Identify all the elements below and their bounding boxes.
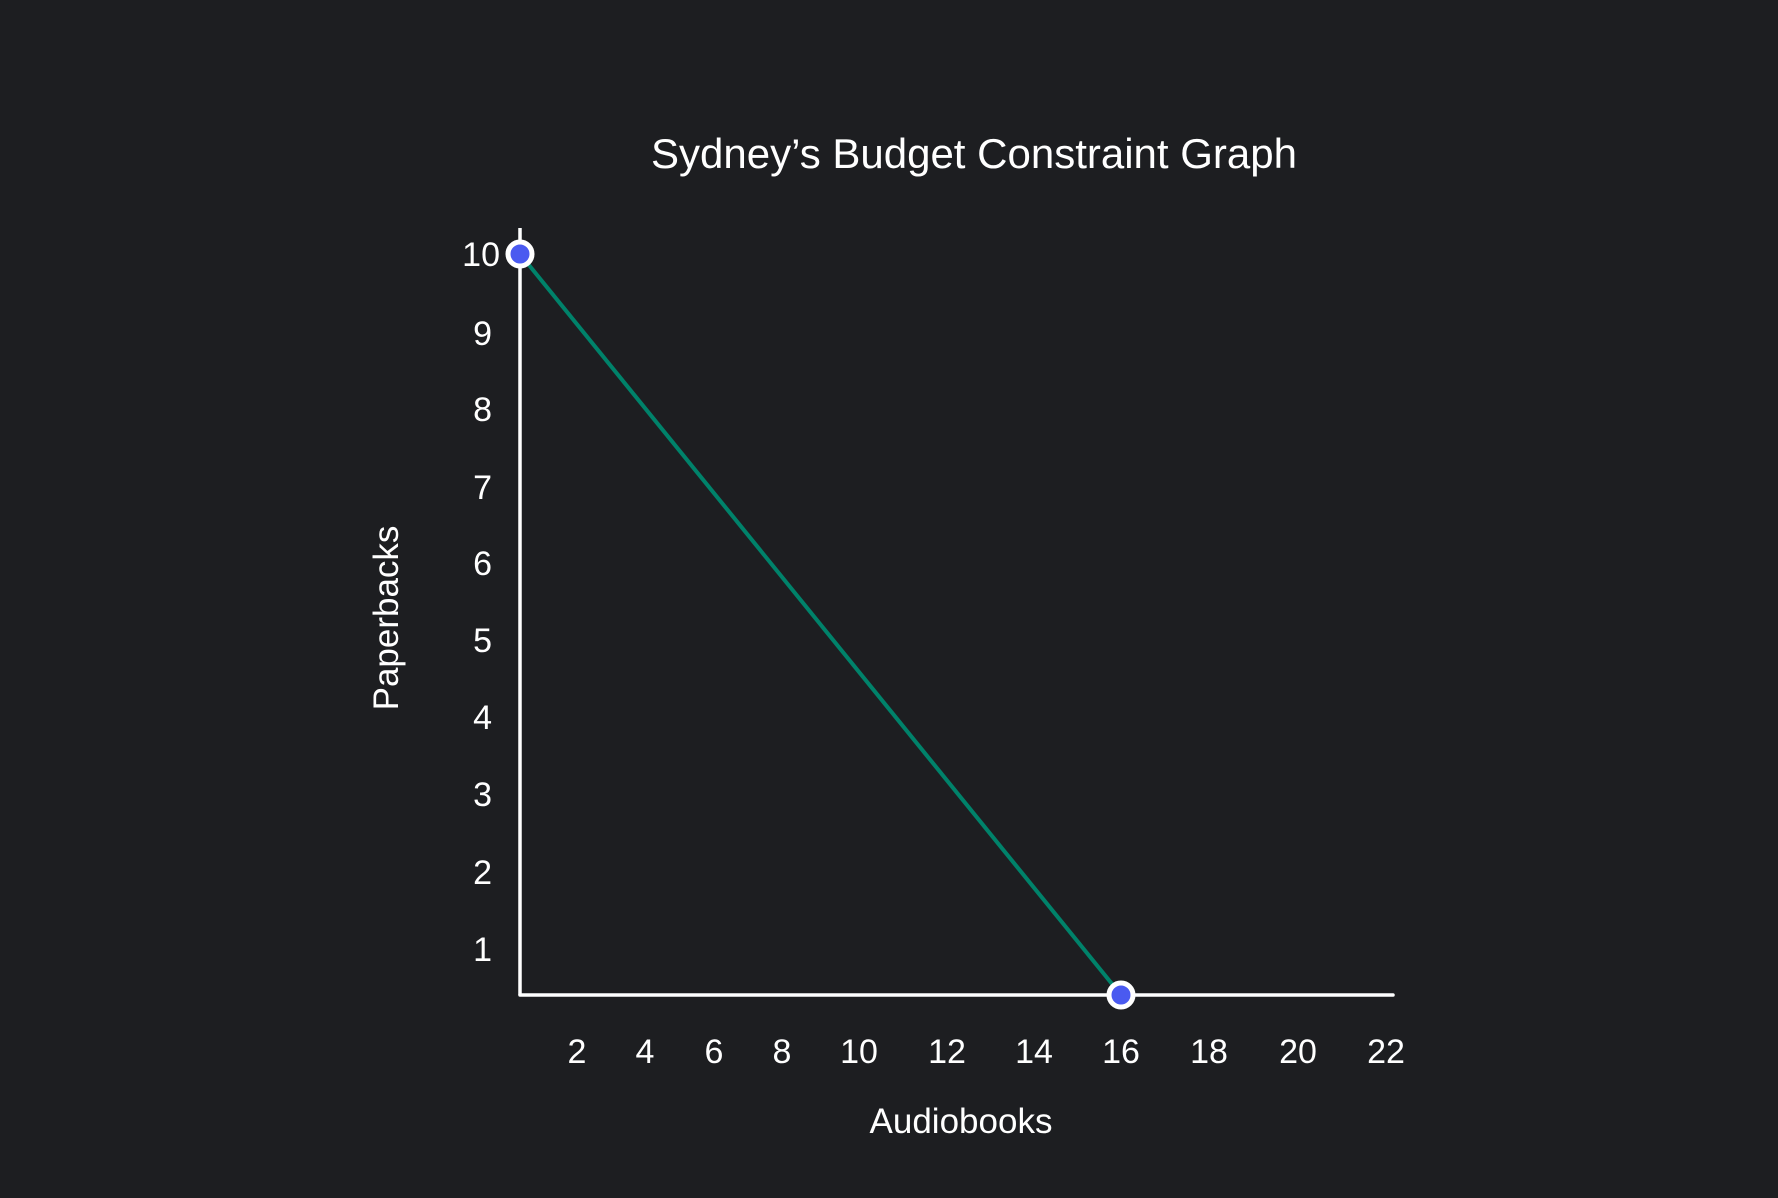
y-tick: 6 [473, 545, 492, 583]
y-tick: 4 [473, 699, 492, 737]
budget-constraint-line [518, 252, 1123, 997]
y-tick: 2 [473, 854, 492, 892]
x-tick: 22 [1367, 1033, 1405, 1071]
y-tick: 9 [473, 315, 492, 353]
x-tick: 8 [773, 1033, 792, 1071]
x-tick: 10 [840, 1033, 878, 1071]
x-tick: 18 [1190, 1033, 1228, 1071]
x-tick: 12 [928, 1033, 966, 1071]
x-tick: 4 [636, 1033, 655, 1071]
x-tick: 20 [1279, 1033, 1317, 1071]
y-tick: 3 [473, 776, 492, 814]
y-axis-label: Paperbacks [367, 526, 406, 711]
chart-title: Sydney’s Budget Constraint Graph [651, 130, 1297, 177]
x-tick: 2 [568, 1033, 587, 1071]
x-tick: 14 [1015, 1033, 1053, 1071]
y-tick-labels: 1 2 3 4 5 6 7 8 9 10 [462, 236, 500, 969]
x-tick: 16 [1102, 1033, 1140, 1071]
point-y-intercept [505, 239, 535, 269]
y-tick: 7 [473, 469, 492, 507]
y-tick: 1 [473, 931, 492, 969]
x-tick: 6 [705, 1033, 724, 1071]
point-x-intercept [1106, 980, 1136, 1010]
x-tick-labels: 2 4 6 8 10 12 14 16 18 20 22 [568, 1033, 1405, 1071]
y-tick: 10 [462, 236, 500, 274]
y-tick: 8 [473, 391, 492, 429]
y-tick: 5 [473, 622, 492, 660]
x-axis-label: Audiobooks [870, 1102, 1053, 1141]
